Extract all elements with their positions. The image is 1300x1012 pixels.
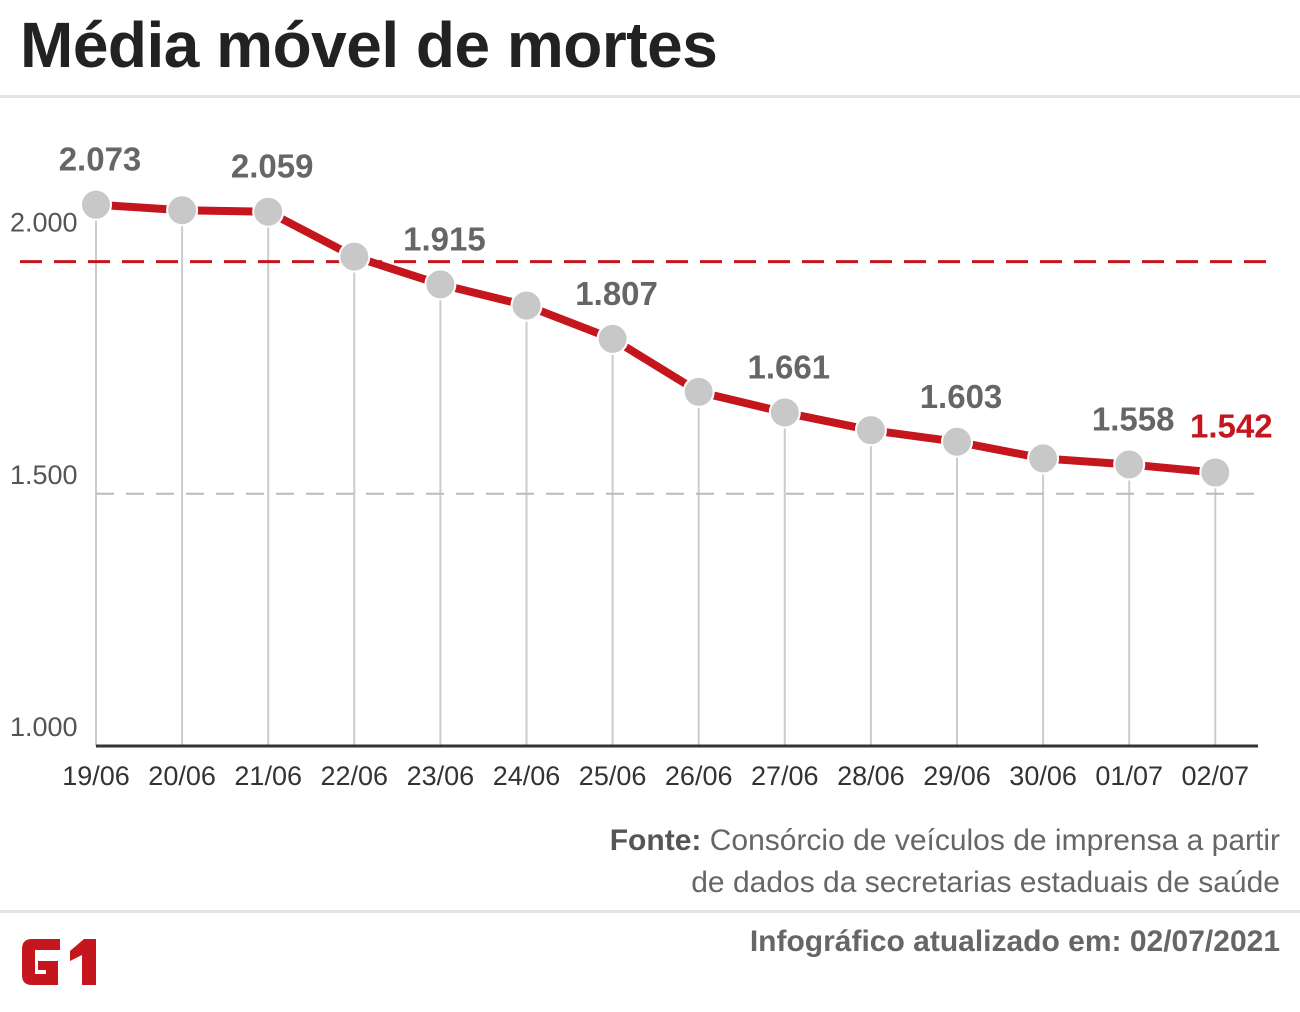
data-point: [80, 188, 112, 221]
data-label: 2.059: [231, 148, 314, 185]
line-chart: 1.000 1.500 2.000 19/06 20/06 21/06 22/06 23/06…: [10, 141, 1273, 791]
y-tick-label: 2.000: [10, 208, 78, 238]
x-tick-label: 02/07: [1182, 761, 1250, 791]
data-point: [510, 289, 543, 322]
x-tick-label: 20/06: [148, 761, 216, 791]
g1-logo: [22, 939, 96, 985]
data-point: [252, 195, 285, 228]
data-point: [1027, 442, 1060, 475]
updated-note: Infográfico atualizado em: 02/07/2021: [749, 925, 1280, 958]
chart-title: Média móvel de mortes: [20, 9, 718, 81]
data-label: 1.603: [920, 378, 1003, 415]
x-tick-label: 28/06: [837, 761, 905, 791]
data-label: 1.661: [748, 349, 831, 386]
data-point: [682, 375, 715, 408]
data-point: [166, 194, 199, 227]
source-line-2: de dados da secretarias estaduais de saú…: [691, 866, 1280, 899]
data-label: 1.558: [1092, 400, 1175, 437]
x-tick-label: 23/06: [407, 761, 475, 791]
source-note: Fonte: Consórcio de veículos de imprensa…: [380, 820, 1280, 904]
x-tick-label: 25/06: [579, 761, 647, 791]
x-tick-label: 30/06: [1009, 761, 1077, 791]
data-point: [1113, 448, 1146, 481]
data-point: [768, 396, 801, 429]
x-tick-label: 24/06: [493, 761, 561, 791]
bottom-divider: [0, 910, 1300, 913]
data-point: [338, 240, 371, 273]
x-tick-label: 21/06: [234, 761, 302, 791]
data-label: 2.073: [59, 141, 142, 178]
data-label: 1.542: [1190, 408, 1273, 445]
source-line-1: Consórcio de veículos de imprensa a part…: [709, 824, 1280, 857]
data-point: [424, 268, 457, 301]
x-tick-label: 19/06: [62, 761, 130, 791]
data-point: [941, 425, 973, 458]
data-point: [596, 322, 629, 355]
series-line: [92, 200, 1220, 477]
top-divider: [0, 95, 1300, 98]
x-tick-label: 29/06: [923, 761, 991, 791]
y-tick-label: 1.000: [10, 712, 78, 742]
data-point: [854, 414, 887, 447]
x-tick-label: 26/06: [665, 761, 733, 791]
data-label: 1.807: [575, 275, 658, 312]
y-tick-label: 1.500: [10, 460, 78, 490]
x-tick-label: 01/07: [1095, 761, 1163, 791]
source-label: Fonte:: [609, 824, 702, 857]
x-tick-label: 22/06: [321, 761, 389, 791]
data-point: [1199, 456, 1232, 489]
x-tick-label: 27/06: [751, 761, 819, 791]
data-label: 1.915: [403, 220, 486, 257]
